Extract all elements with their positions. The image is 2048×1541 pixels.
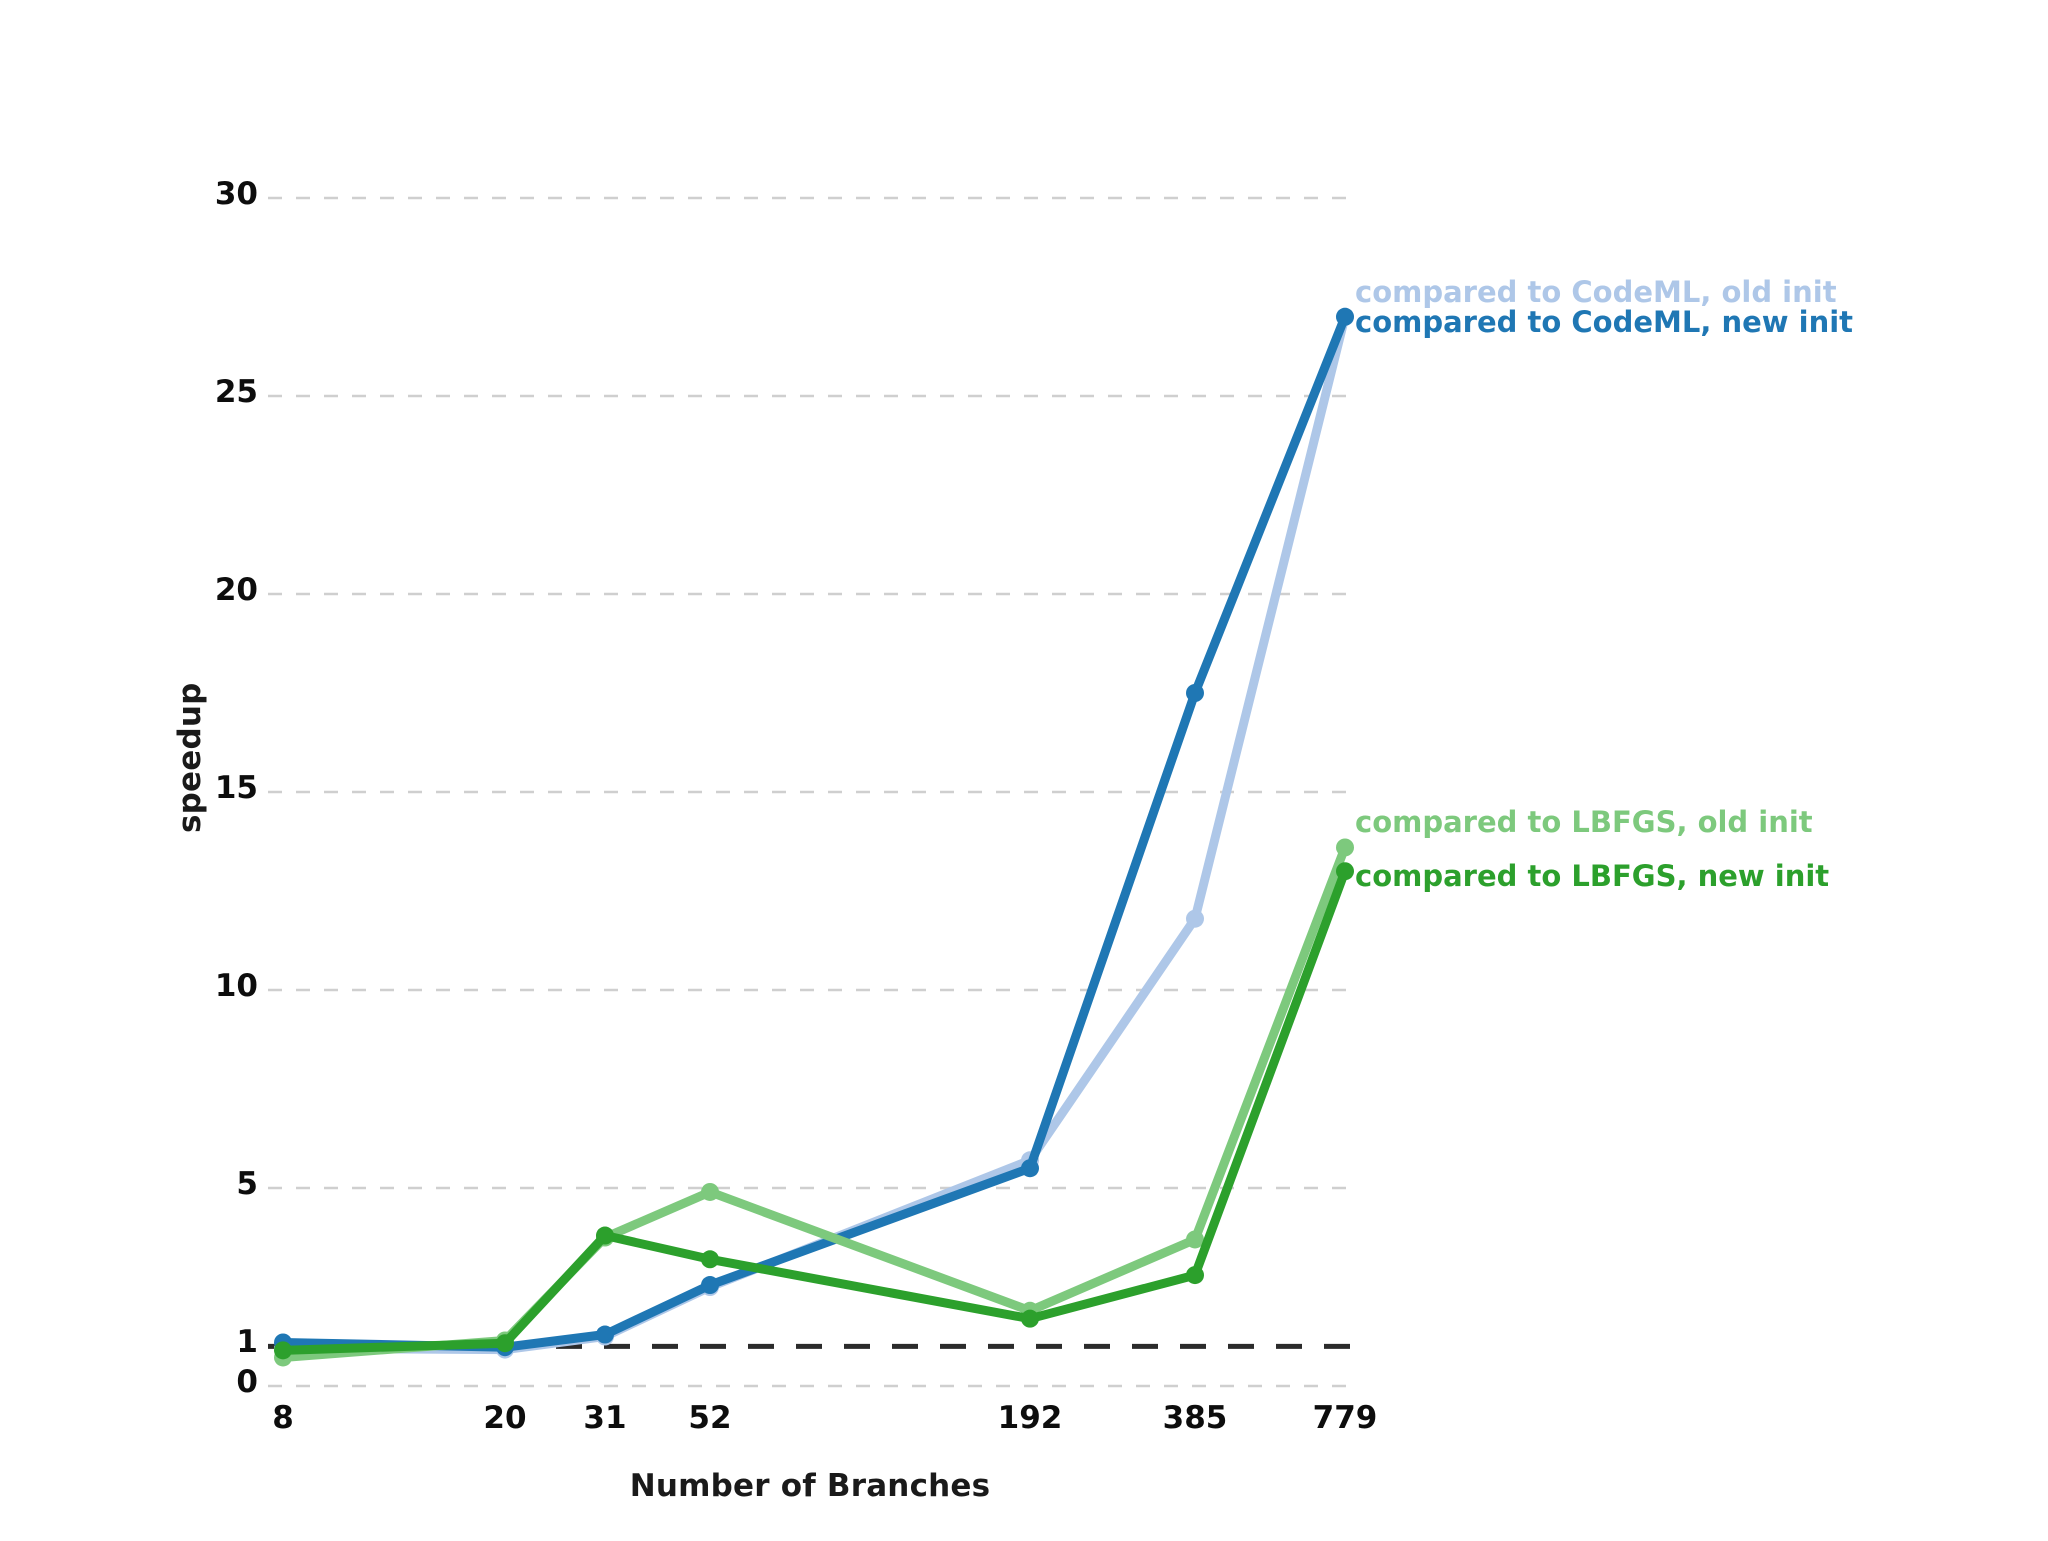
- y-tick-label: 20: [214, 572, 258, 608]
- series-line-1: [278, 312, 1350, 1352]
- data-point: [596, 1325, 614, 1344]
- data-point: [1336, 838, 1354, 857]
- data-point: [1336, 862, 1354, 881]
- series-label-codeml-new: compared to CodeML, new init: [1355, 304, 1854, 339]
- data-point: [274, 1341, 292, 1360]
- series-label-codeml-old: compared to CodeML, old init: [1355, 274, 1837, 309]
- series-line-0: [278, 312, 1350, 1355]
- data-point: [1336, 307, 1354, 326]
- y-axis-title: speedup: [172, 682, 208, 833]
- series-line-3: [278, 866, 1350, 1355]
- y-tick-label: 15: [214, 770, 258, 806]
- data-point: [1186, 1230, 1204, 1249]
- x-axis-title: Number of Branches: [629, 1468, 991, 1504]
- data-point: [596, 1226, 614, 1245]
- y-tick-label: 25: [214, 374, 258, 410]
- data-point: [701, 1276, 719, 1295]
- x-tick-label: 192: [997, 1400, 1063, 1436]
- data-point: [701, 1182, 719, 1201]
- y-tick-label: 0: [236, 1364, 258, 1400]
- series-label-lbfgs-new: compared to LBFGS, new init: [1355, 859, 1830, 894]
- data-point: [1186, 684, 1204, 702]
- y-tick-label: 10: [214, 968, 258, 1004]
- data-point: [496, 1334, 514, 1353]
- y-tick-label: 30: [214, 176, 258, 212]
- x-tick-label: 31: [583, 1400, 627, 1436]
- x-tick-label: 52: [688, 1400, 732, 1436]
- y-tick-label: 1: [236, 1324, 258, 1361]
- series-lines-group: [274, 307, 1354, 1367]
- series-label-lbfgs-old: compared to LBFGS, old init: [1355, 805, 1813, 840]
- x-tick-label: 8: [272, 1400, 294, 1436]
- data-point: [1186, 1266, 1204, 1285]
- x-tick-label: 779: [1312, 1400, 1378, 1436]
- y-tick-label: 5: [236, 1166, 258, 1202]
- x-tick-label: 385: [1162, 1400, 1228, 1436]
- x-tick-label: 20: [483, 1400, 527, 1436]
- data-point: [1021, 1159, 1039, 1178]
- data-point: [1186, 909, 1204, 928]
- data-point: [701, 1250, 719, 1269]
- data-point: [1021, 1309, 1039, 1328]
- gridlines: [268, 196, 1355, 1388]
